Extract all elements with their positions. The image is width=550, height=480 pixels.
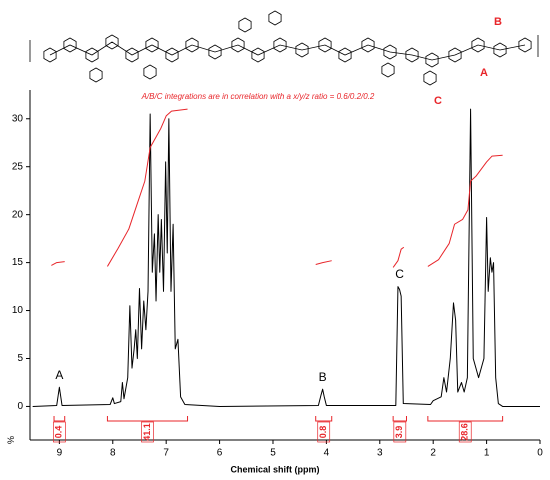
ring [423, 70, 437, 86]
x-tick-label: 3 [377, 448, 383, 459]
integration-box [317, 421, 331, 443]
integration-box [458, 421, 472, 443]
y-tick-label: 10 [12, 305, 24, 316]
integral-curve [427, 154, 503, 267]
integration-value: 28.6 [460, 423, 470, 441]
structure-label: C [434, 95, 442, 107]
integration-value: 3.9 [394, 426, 404, 439]
x-tick-label: 0 [537, 448, 543, 459]
x-tick-label: 2 [430, 448, 436, 459]
ring [238, 17, 252, 33]
chemical-structure [29, 10, 539, 86]
peak-label: B [319, 370, 327, 384]
ring [338, 47, 352, 63]
ring [231, 37, 245, 53]
ring [425, 52, 439, 68]
integration-bracket [53, 416, 66, 422]
ring [493, 42, 507, 58]
x-tick-label: 5 [270, 448, 276, 459]
y-tick-label: 0 [17, 401, 23, 412]
y-tick-label: 25 [12, 161, 24, 172]
ring [185, 37, 199, 53]
integration-box [53, 421, 66, 443]
integration-box [141, 421, 154, 443]
ring [273, 37, 287, 53]
ring [383, 44, 397, 60]
integration-box [393, 421, 407, 443]
x-tick-label: 9 [57, 448, 63, 459]
integral-curve [392, 246, 405, 268]
integral-curve [106, 108, 188, 267]
x-tick-label: 6 [217, 448, 223, 459]
ring [165, 47, 179, 63]
x-tick-label: 8 [110, 448, 116, 459]
ring [208, 44, 222, 60]
x-tick-label: 1 [484, 448, 490, 459]
ring [268, 10, 282, 26]
ring [318, 37, 332, 53]
integration-bracket [427, 416, 504, 422]
peak-label: C [395, 267, 404, 281]
y-tick-label: 30 [12, 113, 24, 124]
structure-label: A [480, 67, 488, 79]
ring [518, 37, 532, 53]
integration-value: 0.8 [318, 426, 328, 439]
y-tick-label: 5 [17, 353, 23, 364]
integration-value: 0.4 [54, 426, 64, 439]
peak-label: A [55, 368, 63, 382]
ring [85, 47, 99, 63]
ring [405, 47, 419, 63]
ring [448, 47, 462, 63]
x-tick-label: 4 [324, 448, 330, 459]
integral-curve [51, 261, 65, 266]
integration-bracket [106, 416, 189, 422]
ring [361, 37, 375, 53]
ring [125, 47, 139, 63]
ring [105, 34, 119, 50]
note: A/B/C integrations are in correlation wi… [141, 92, 375, 101]
spectrum-line [32, 108, 540, 407]
ring [145, 37, 159, 53]
y-tick-label: 15 [12, 257, 24, 268]
ring [63, 37, 77, 53]
backbone [49, 41, 526, 61]
ring [89, 67, 103, 83]
ring [295, 42, 309, 58]
integral-curve [315, 260, 332, 266]
x-tick-label: 7 [163, 448, 169, 459]
ring [43, 47, 57, 63]
x-axis-label: Chemical shift (ppm) [230, 464, 319, 474]
ring [251, 47, 265, 63]
integration-bracket [315, 416, 333, 422]
y-tick-label: 20 [12, 209, 24, 220]
structure-label: B [494, 16, 502, 28]
ring [471, 37, 485, 53]
y-axis-label: % [6, 436, 16, 444]
ring [381, 62, 395, 78]
integration-value: 41.1 [142, 423, 152, 441]
integration-bracket [392, 416, 407, 422]
ring [143, 64, 157, 80]
